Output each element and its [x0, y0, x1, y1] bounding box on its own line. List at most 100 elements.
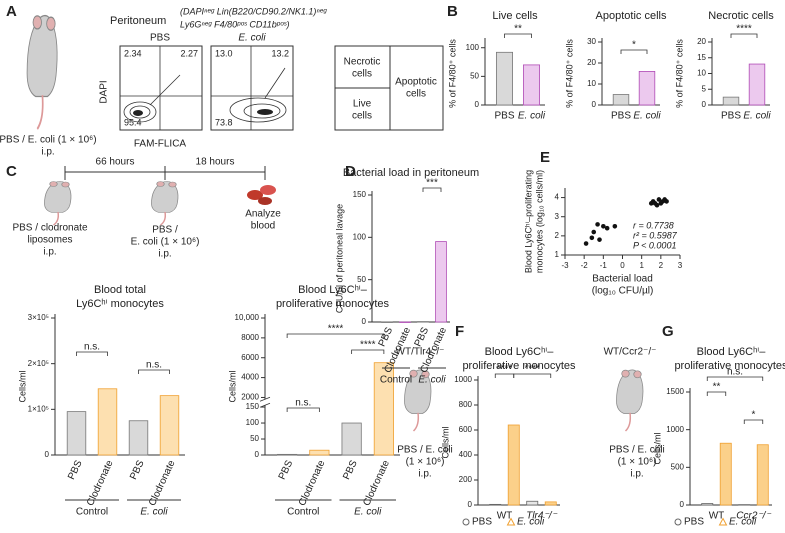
- point: [595, 222, 600, 227]
- interval: 66 hours: [96, 157, 135, 168]
- y-tick-label: 0: [680, 500, 685, 509]
- treatment: PBS / E. coli: [397, 445, 453, 456]
- y-tick-label: 1500: [666, 387, 684, 396]
- point: [654, 202, 660, 208]
- quadrant-key: [334, 45, 444, 131]
- chart-title: Necrotic cells: [708, 10, 774, 22]
- panel-label: F: [455, 323, 464, 340]
- significance-bracket: [743, 419, 764, 424]
- x-tick-label: PBS: [721, 111, 741, 122]
- legend-marker: [462, 518, 470, 526]
- bar: [373, 362, 394, 456]
- key-label: Necrotic: [344, 57, 381, 68]
- significance-label: ****: [497, 364, 513, 375]
- y-tick-label: 100: [353, 232, 367, 241]
- group-label: Control: [287, 507, 319, 518]
- plot-label: E. coli: [238, 33, 266, 44]
- bar: [97, 388, 118, 456]
- quadrant-value: 2.34: [124, 48, 142, 58]
- y-tick-label: 30: [587, 37, 596, 46]
- model: WT/Tlr4⁻/⁻: [396, 347, 445, 358]
- significance-label: n.s.: [295, 398, 311, 409]
- y-tick-label: 10: [697, 69, 706, 78]
- legend-label: PBS: [472, 517, 492, 528]
- x-tick-label: PBS: [341, 458, 360, 481]
- chart-title: Blood total: [94, 284, 146, 296]
- y-tick-label: 50: [470, 71, 479, 80]
- panel-label: A: [6, 3, 17, 20]
- significance-bracket: [504, 33, 532, 38]
- treatment: i.p.: [418, 469, 431, 480]
- significance-label: ****: [736, 24, 752, 35]
- y-axis-label: % of F4/80⁺ cells: [564, 39, 574, 108]
- annotation: r = 0.7738: [633, 220, 674, 230]
- legend-marker: [674, 518, 682, 526]
- x-tick-label: 3: [678, 261, 683, 270]
- significance-label: n.s.: [727, 367, 743, 378]
- chart-title: Apoptotic cells: [596, 10, 667, 22]
- point: [597, 237, 602, 242]
- mouse-icon: [25, 14, 59, 131]
- step: blood: [251, 221, 275, 232]
- y-tick-label: 0: [475, 100, 480, 109]
- group-label: Tlr4⁻/⁻: [526, 511, 557, 522]
- x-axis-label: (log₁₀ CFU/µl): [592, 286, 654, 297]
- bar: [159, 395, 180, 456]
- plot-label: PBS: [150, 33, 170, 44]
- bar: [381, 321, 393, 323]
- x-tick-label: PBS: [611, 111, 631, 122]
- x-tick-label: PBS: [494, 111, 514, 122]
- step: liposomes: [27, 235, 72, 246]
- y-tick-label: 10: [587, 79, 596, 88]
- group-label: WT: [497, 511, 513, 522]
- x-tick-label: 0: [620, 261, 625, 270]
- quadrant-value: 73.8: [215, 117, 233, 127]
- x-tick-label: -3: [561, 261, 569, 270]
- y-tick-label: 2: [555, 231, 560, 240]
- y-axis-label: CFU/µl of peritoneal lavage: [334, 204, 344, 313]
- quadrant-value: 2.27: [180, 48, 198, 58]
- bar: [435, 241, 447, 323]
- y-tick-label: 15: [697, 53, 706, 62]
- bar: [495, 51, 513, 106]
- step: PBS / clodronate: [12, 223, 87, 234]
- y-axis-label: monocytes (log₁₀ cells/ml): [534, 170, 544, 273]
- y-tick-label: 150: [246, 402, 260, 411]
- quadrant-value: 13.0: [215, 48, 233, 58]
- gating: (DAPIⁿᵉᵍ Lin(B220/CD90.2/NK1.1)ⁿᵉᵍ: [180, 6, 327, 16]
- y-tick-label: 4: [555, 193, 560, 202]
- chart-subtitle: proliferative monocytes: [462, 360, 576, 372]
- bar: [612, 94, 630, 106]
- legend-label: PBS: [684, 517, 704, 528]
- chart-title: Bacterial load in peritoneum: [343, 167, 479, 179]
- chart-title: Blood Ly6Cʰⁱ–: [298, 284, 368, 296]
- y-axis-label: Cells/ml: [652, 432, 662, 464]
- key-label: Apoptotic: [395, 77, 437, 88]
- y-tick-label: 10,000: [235, 313, 260, 322]
- axis-break: [260, 399, 270, 406]
- chart-subtitle: proliferative monocytes: [674, 360, 785, 372]
- y-tick-label: 6000: [241, 353, 259, 362]
- point: [591, 229, 597, 235]
- bar: [544, 501, 557, 506]
- y-tick-label: 50: [357, 275, 366, 284]
- key-label: Live: [353, 99, 372, 110]
- x-tick-label: PBS: [413, 325, 432, 348]
- bar: [507, 424, 520, 506]
- y-tick-label: 400: [459, 450, 473, 459]
- point: [612, 223, 618, 229]
- chart-subtitle: Ly6Cʰⁱ monocytes: [76, 298, 164, 310]
- bar: [748, 63, 766, 106]
- group-label: Ccr2⁻/⁻: [736, 511, 771, 522]
- significance-label: n.s.: [84, 342, 100, 353]
- bar: [399, 321, 411, 323]
- axis-label: DAPI: [99, 80, 110, 103]
- x-tick-label: PBS: [277, 458, 296, 481]
- group-label: E. coli: [418, 375, 446, 386]
- significance-label: **: [514, 24, 522, 35]
- mouse-icon: [43, 180, 72, 226]
- quadrant-value: 95.4: [124, 117, 142, 127]
- y-tick-label: 0: [592, 100, 597, 109]
- y-axis-label: % of F4/80⁺ cells: [674, 39, 684, 108]
- legend-marker: [506, 517, 516, 526]
